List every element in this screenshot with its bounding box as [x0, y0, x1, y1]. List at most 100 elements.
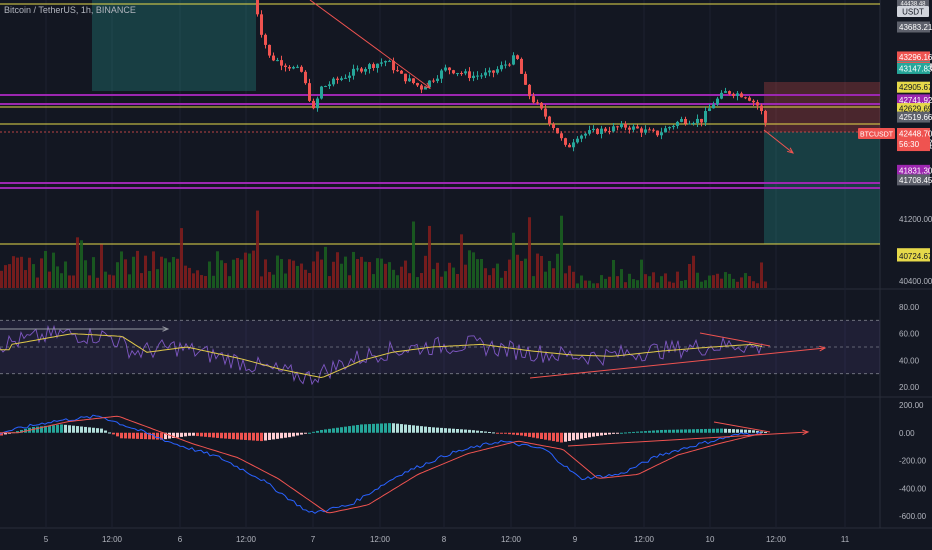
drawings[interactable] — [0, 0, 827, 447]
volume-bar — [604, 278, 607, 288]
volume-bar — [552, 268, 555, 288]
macd-histogram-bar — [688, 429, 691, 433]
macd-histogram-bar — [144, 432, 147, 440]
volume-bar — [336, 252, 339, 288]
macd-histogram-bar — [412, 425, 415, 433]
macd-histogram-bar — [240, 432, 243, 440]
macd-histogram-bar — [724, 428, 727, 433]
position-zones[interactable] — [92, 0, 880, 244]
price-tag — [897, 94, 930, 106]
candle — [268, 44, 271, 56]
volume-bar — [420, 273, 423, 288]
volume-bar — [124, 259, 127, 288]
macd-histogram-bar — [480, 431, 483, 433]
macd-histogram-bar — [220, 432, 223, 439]
volume-bar — [568, 265, 571, 288]
macd-histogram-bar — [64, 424, 67, 433]
volume-bar — [108, 274, 111, 288]
macd-histogram-bar — [640, 431, 643, 433]
rsi-scale-label: 40.00 — [899, 356, 920, 365]
candle — [484, 72, 487, 76]
volume-bar — [196, 270, 199, 288]
volume-bar — [388, 262, 391, 288]
candle — [652, 129, 655, 131]
candle — [476, 75, 479, 77]
rsi-ma-line — [0, 333, 763, 379]
price-scale[interactable]: USDT44438.4843683.2143296.1643173.974316… — [858, 0, 932, 521]
price-tag — [897, 21, 930, 33]
price-tag — [897, 51, 930, 63]
macd-histogram-bar — [660, 429, 663, 433]
macd-histogram-bar — [508, 432, 511, 435]
candle — [428, 80, 431, 88]
volume-bar — [492, 268, 495, 288]
volume-bar — [352, 251, 355, 288]
candle — [264, 34, 267, 45]
volume-bar — [712, 275, 715, 288]
volume-bar — [220, 260, 223, 288]
volume-bar — [600, 275, 603, 288]
candle — [288, 67, 291, 69]
currency-tag — [897, 6, 929, 17]
volume-bar — [556, 253, 559, 288]
time-scale[interactable]: 5 12:00 6 12:00 7 12:00 8 12:00 9 12:00 10 12:00 11 — [44, 535, 850, 544]
macd-histogram-bar — [148, 432, 151, 440]
price-label: 43147.83 — [899, 64, 932, 73]
macd-histogram-bar — [224, 432, 227, 439]
macd-histogram-bar — [56, 424, 59, 433]
volume-bar — [64, 261, 67, 288]
candle — [756, 102, 759, 106]
candle — [392, 60, 395, 71]
candle — [360, 68, 363, 72]
macd-histogram-bar — [292, 432, 295, 437]
volume-bar — [636, 280, 639, 288]
macd-histogram-bar — [108, 432, 111, 434]
candle — [544, 108, 547, 117]
volume-bar — [736, 281, 739, 288]
candle — [296, 66, 299, 68]
volume-bar — [616, 276, 619, 288]
volume-bar — [12, 256, 15, 288]
candle — [260, 14, 263, 35]
macd-histogram-bar — [596, 432, 599, 437]
rsi-pane — [0, 319, 880, 386]
macd-histogram-bar — [512, 432, 515, 435]
macd-histogram-bar — [364, 424, 367, 433]
volume-bar — [16, 257, 19, 288]
macd-histogram-bar — [500, 432, 503, 434]
candle — [744, 97, 747, 99]
candle — [488, 70, 491, 73]
macd-histogram-bar — [664, 429, 667, 433]
horizontal-levels[interactable] — [0, 3, 880, 245]
macd-histogram-bar — [484, 431, 487, 433]
price-tag — [897, 174, 930, 186]
volume-bar — [368, 262, 371, 288]
volume-bar — [260, 276, 263, 288]
price-tag — [897, 250, 930, 262]
macd-histogram-bar — [532, 432, 535, 438]
macd-histogram-bar — [460, 429, 463, 433]
volume-bar — [716, 273, 719, 288]
candle — [660, 132, 663, 136]
volume-bar — [56, 266, 59, 288]
rsi-scale-label: 80.00 — [899, 303, 920, 312]
volume-bar — [180, 228, 183, 288]
volume-bar — [52, 252, 55, 288]
time-label: 12:00 — [501, 535, 522, 544]
volume-bar — [680, 280, 683, 288]
volume-bar — [468, 250, 471, 288]
candle — [464, 71, 467, 74]
symbol-badge — [858, 128, 895, 139]
volume-bar — [696, 272, 699, 288]
volume-bar — [356, 259, 359, 288]
volume-bar — [740, 277, 743, 288]
candle — [356, 68, 359, 70]
macd-histogram-bar — [288, 432, 291, 438]
macd-histogram-bar — [256, 432, 259, 441]
volume-bar — [320, 259, 323, 288]
macd-histogram-bar — [632, 431, 635, 433]
candle — [576, 138, 579, 143]
volume-bar — [20, 256, 23, 288]
volume-bar — [304, 269, 307, 288]
